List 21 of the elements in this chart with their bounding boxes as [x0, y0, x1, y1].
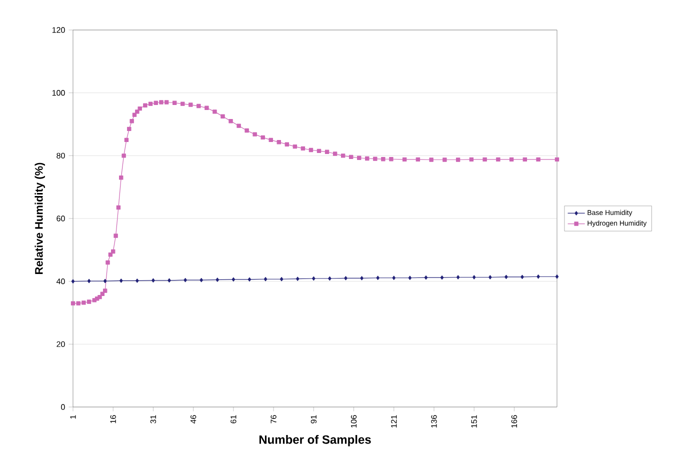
x-tick-label: 76	[270, 415, 276, 424]
y-tick-label: 0	[61, 404, 65, 410]
x-tick-label: 91	[310, 415, 316, 424]
x-tick-label: 31	[150, 415, 156, 424]
x-tick-label: 106	[350, 415, 357, 428]
y-tick-label: 40	[56, 278, 65, 284]
x-tick-label: 121	[391, 415, 397, 428]
y-tick-label: 80	[56, 152, 65, 158]
y-tick-label: 120	[52, 27, 65, 33]
x-tick-label: 166	[511, 415, 518, 428]
x-axis-title: Number of Samples	[259, 435, 371, 446]
x-tick-label: 151	[471, 415, 477, 428]
y-axis-title: Relative Humidity (%)	[34, 162, 45, 274]
x-tick-label: 61	[230, 415, 236, 424]
x-tick-label: 136	[431, 415, 437, 428]
y-tick-label: 100	[52, 90, 65, 96]
x-tick-label: 1	[70, 415, 76, 419]
x-tick-label: 16	[110, 415, 116, 424]
x-tick-label: 46	[190, 415, 196, 424]
y-tick-label: 20	[56, 341, 65, 347]
y-tick-label: 60	[56, 216, 65, 222]
